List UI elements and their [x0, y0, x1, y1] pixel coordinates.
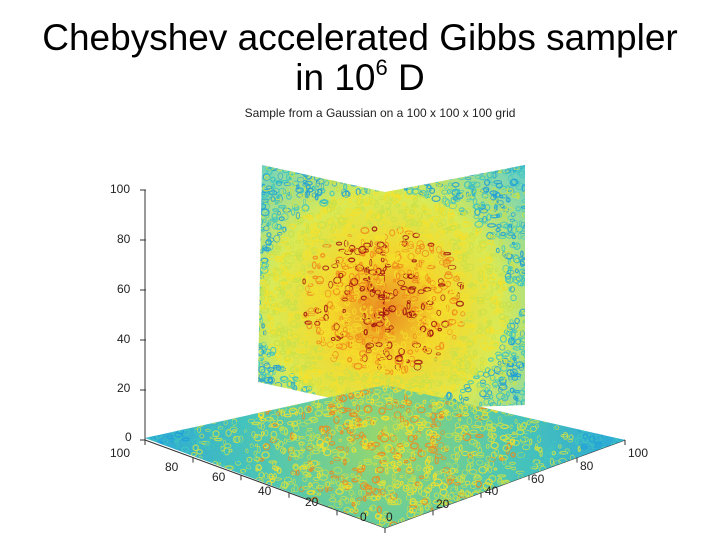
- slide-title-suffix: D: [387, 57, 425, 98]
- x-tick-label: 20: [305, 495, 319, 509]
- x-tick-label: 60: [212, 470, 226, 484]
- z-tick-label: 20: [117, 381, 131, 395]
- slide-title-prefix: in 10: [295, 57, 376, 98]
- y-tick-label: 20: [436, 497, 450, 511]
- y-axis-ticks: [384, 440, 626, 533]
- figure-title: Sample from a Gaussian on a 100 x 100 x …: [244, 106, 516, 120]
- x-tick-label: 40: [258, 484, 272, 498]
- z-tick-label: 40: [117, 332, 131, 346]
- z-tick-label: 0: [125, 430, 132, 444]
- y-tick-label: 0: [386, 510, 393, 524]
- y-tick-label: 40: [485, 484, 499, 498]
- x-tick-label: 0: [360, 510, 367, 524]
- x-axis-line: [144, 439, 386, 529]
- z-tick-label: 100: [110, 182, 131, 196]
- z-tick-label: 60: [117, 282, 131, 296]
- x-tick-label: 100: [110, 446, 131, 460]
- z-axis-ticks: [140, 189, 146, 441]
- slide-title: Chebyshev accelerated Gibbs sampler in 1…: [0, 18, 720, 98]
- z-tick-label: 80: [117, 232, 131, 246]
- yz-slice-contours: [385, 165, 525, 410]
- y-tick-label: 100: [628, 446, 649, 460]
- slide-title-exponent: 6: [375, 55, 388, 80]
- x-tick-label: 80: [165, 460, 179, 474]
- y-tick-label: 60: [531, 472, 545, 486]
- slide-title-line2: in 106 D: [0, 55, 720, 98]
- slide-title-line1: Chebyshev accelerated Gibbs sampler: [42, 17, 678, 58]
- y-tick-label: 80: [580, 459, 594, 473]
- x-axis-ticks: [144, 440, 386, 533]
